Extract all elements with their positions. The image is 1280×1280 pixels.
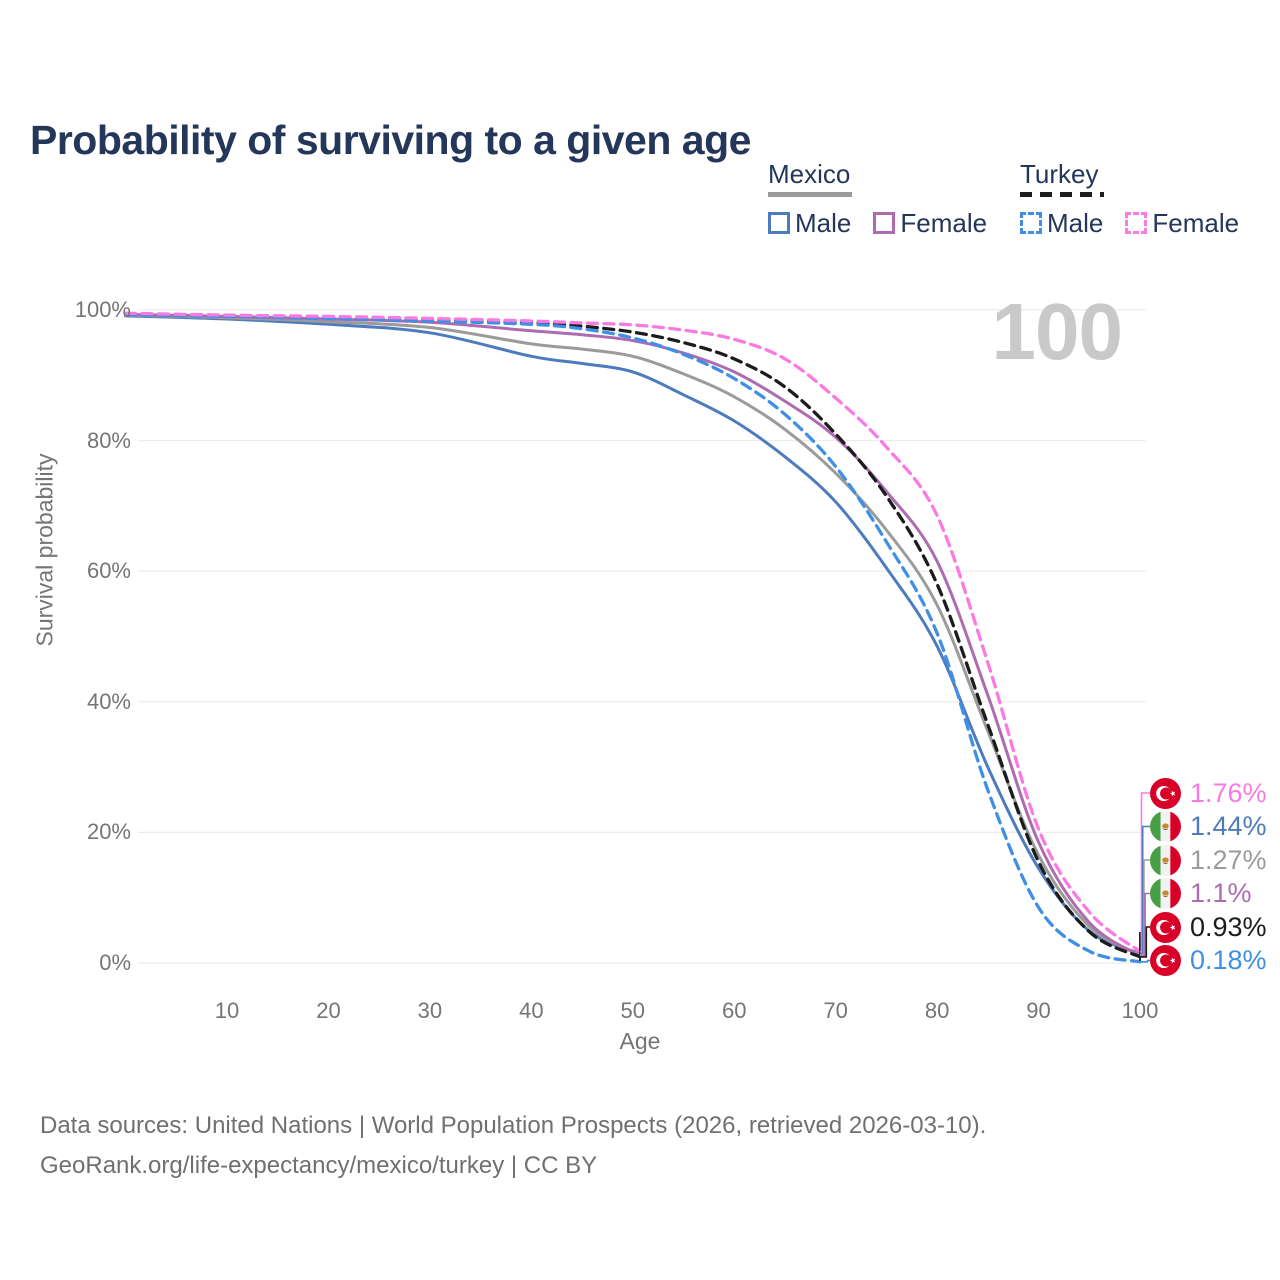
mexico-flag-icon: [1150, 844, 1181, 876]
curve-turkey-total[interactable]: [123, 312, 1142, 959]
curve-turkey-female[interactable]: [123, 311, 1142, 954]
y-tick-0: 0%: [99, 950, 131, 975]
end-label-value-turkey-total: 0.93%: [1190, 911, 1267, 942]
end-label-value-turkey-female: 1.76%: [1190, 777, 1267, 808]
leader-turkey-female: [1140, 792, 1150, 953]
x-axis-title: Age: [619, 1028, 661, 1054]
end-label-turkey-total: 0.93%: [1150, 911, 1267, 944]
hover-age-watermark: 100: [991, 287, 1123, 376]
leader-mexico-total: [1140, 859, 1150, 956]
legend-swatch-turkey-male: [1020, 212, 1042, 235]
legend-title-mexico[interactable]: Mexico: [768, 159, 851, 189]
end-label-turkey-female: 1.76%: [1150, 777, 1267, 810]
end-label-value-mexico-total: 1.27%: [1190, 844, 1267, 875]
x-tick-100: 100: [1121, 998, 1159, 1023]
x-tick-30: 30: [417, 998, 443, 1023]
end-label-mexico-total: 1.27%: [1150, 844, 1267, 877]
legend-group-turkey: Turkey Male Female: [1020, 160, 1261, 239]
end-label-value-mexico-male: 1.44%: [1190, 811, 1267, 841]
y-tick-20: 20%: [86, 819, 131, 845]
leader-turkey-total: [1140, 926, 1150, 958]
legend-title-turkey[interactable]: Turkey: [1020, 159, 1099, 189]
legend-line-swatch-mexico: [768, 191, 852, 197]
legend-label-mexico-female: Female: [900, 207, 988, 238]
footer-sources: Data sources: United Nations | World Pop…: [40, 1112, 987, 1139]
legend-line-swatch-turkey: [1020, 191, 1104, 197]
page-title: Probability of surviving to a given age: [30, 117, 751, 164]
turkey-flag-icon: [1150, 777, 1181, 809]
leader-mexico-male: [1140, 825, 1150, 955]
curve-turkey-male[interactable]: [123, 312, 1142, 964]
leader-turkey-male: [1140, 959, 1150, 963]
x-tick-70: 70: [823, 998, 848, 1023]
end-label-value-turkey-male: 0.18%: [1190, 945, 1267, 975]
footer: Data sources: United Nations | World Pop…: [40, 1106, 986, 1186]
curve-mexico-male[interactable]: [124, 314, 1142, 956]
x-tick-50: 50: [620, 998, 646, 1023]
legend-item-mexico-male[interactable]: Male: [768, 208, 851, 239]
legend-swatch-mexico-female: [873, 212, 896, 235]
leader-mexico-female: [1140, 892, 1150, 957]
turkey-flag-icon: [1150, 945, 1181, 976]
end-label-mexico-female: 1.1%: [1150, 877, 1252, 910]
mexico-flag-icon: [1150, 811, 1181, 842]
curve-mexico-female[interactable]: [124, 313, 1142, 958]
y-tick-80: 80%: [86, 427, 131, 453]
y-axis-title: Survival probability: [31, 453, 58, 647]
x-tick-40: 40: [519, 998, 544, 1023]
legend-item-turkey-female[interactable]: Female: [1125, 208, 1239, 239]
footer-attribution: GeoRank.org/life-expectancy/mexico/turke…: [40, 1151, 598, 1179]
legend-swatch-turkey-female: [1125, 212, 1148, 235]
x-tick-60: 60: [721, 998, 747, 1023]
x-tick-80: 80: [924, 998, 950, 1023]
legend-swatch-mexico-male: [768, 212, 790, 235]
mexico-flag-icon: [1150, 878, 1181, 909]
end-label-value-mexico-female: 1.1%: [1190, 878, 1252, 908]
legend-label-turkey-female: Female: [1152, 207, 1240, 238]
legend-label-turkey-male: Male: [1047, 207, 1104, 238]
y-tick-60: 60%: [86, 558, 131, 584]
y-tick-100: 100%: [74, 296, 131, 322]
x-tick-10: 10: [214, 998, 240, 1023]
legend-label-mexico-male: Male: [795, 207, 852, 238]
x-tick-20: 20: [316, 998, 341, 1023]
legend-item-turkey-male[interactable]: Male: [1020, 208, 1103, 239]
x-tick-90: 90: [1026, 998, 1051, 1023]
end-label-mexico-male: 1.44%: [1150, 810, 1267, 843]
legend-item-mexico-female[interactable]: Female: [873, 208, 987, 239]
end-label-turkey-male: 0.18%: [1150, 944, 1267, 977]
curve-mexico-total[interactable]: [124, 313, 1142, 957]
legend-group-mexico: Mexico Male Female: [768, 160, 1009, 239]
turkey-flag-icon: [1150, 911, 1181, 943]
y-tick-40: 40%: [86, 688, 131, 714]
